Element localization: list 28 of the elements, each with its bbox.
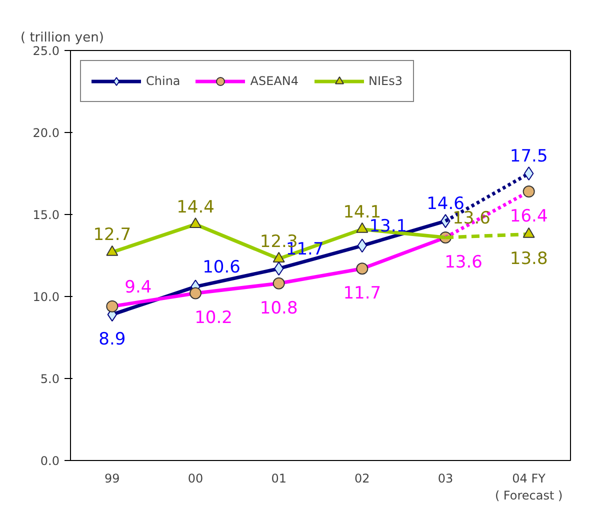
data-label: 8.9 [98,330,126,350]
legend-label: China [146,74,180,88]
x-tick-label: 00 [188,472,204,486]
data-label: 10.6 [202,258,240,278]
x-tick-label: 01 [271,472,286,486]
data-label: 16.4 [510,206,548,227]
y-tick-label: 15.0 [32,208,60,222]
data-label: 13.6 [444,252,482,272]
y-tick-label: 20.0 [32,126,60,140]
y-tick-label: 25.0 [32,44,60,58]
x-tick-label: 02 [354,472,370,486]
data-label: 10.8 [260,298,298,318]
y-axis-title: ( trillion yen) [20,30,104,46]
data-label: 13.8 [510,249,548,270]
data-label: 10.2 [194,308,232,328]
y-tick-label: 5.0 [40,372,60,386]
data-label: 11.7 [343,284,382,304]
data-label: 17.5 [510,146,548,166]
x-tick-label: 04 FY ( Forecast ) [494,472,563,502]
y-tick-label: 0.0 [40,454,60,468]
legend-label: NIEs3 [368,74,402,88]
x-tick-label: 99 [104,472,120,486]
y-tick-label: 10.0 [32,290,60,304]
data-label: 12.7 [93,225,132,246]
x-tick-label: 03 [438,472,454,486]
legend-label: ASEAN4 [250,74,299,88]
data-label: 14.4 [176,197,214,218]
data-label: 9.4 [124,277,152,298]
